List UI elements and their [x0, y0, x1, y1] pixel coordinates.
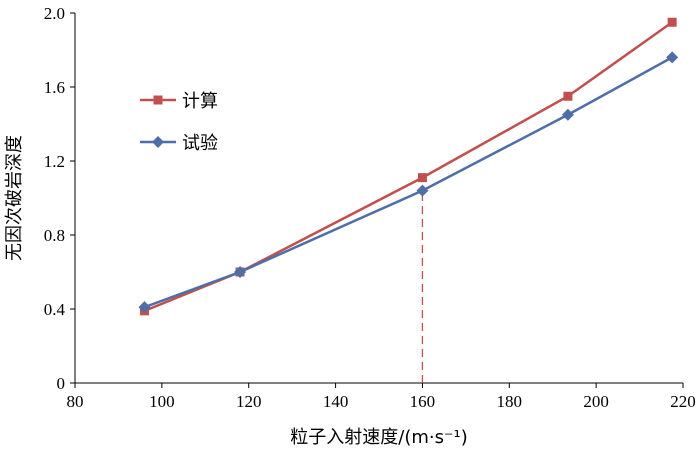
- x-tick-label: 80: [67, 392, 84, 411]
- series-line-0: [144, 21, 673, 313]
- y-tick-label: 1.6: [44, 78, 65, 97]
- data-point: [666, 51, 679, 64]
- x-tick-label: 180: [497, 392, 523, 411]
- legend-marker: [153, 95, 163, 105]
- x-tick-label: 120: [236, 392, 262, 411]
- y-tick-label: 2.0: [44, 4, 65, 23]
- legend-label: 计算: [182, 91, 218, 112]
- data-point: [563, 91, 573, 101]
- data-point: [138, 301, 151, 314]
- x-tick-label: 220: [670, 392, 696, 411]
- legend-marker: [152, 136, 164, 148]
- data-point: [561, 108, 574, 121]
- series-line-1: [144, 56, 673, 309]
- y-axis-label: 无因次破岩深度: [4, 135, 25, 261]
- x-tick-label: 160: [410, 392, 436, 411]
- x-tick-label: 140: [323, 392, 349, 411]
- y-tick-label: 0.8: [44, 226, 65, 245]
- data-point: [667, 17, 677, 27]
- legend-label: 试验: [182, 133, 218, 154]
- x-tick-label: 200: [583, 392, 609, 411]
- data-point: [234, 266, 247, 278]
- y-tick-label: 0.4: [44, 300, 66, 319]
- data-point: [416, 184, 429, 197]
- y-tick-label: 0: [57, 374, 66, 393]
- data-point: [417, 173, 427, 183]
- x-axis-label: 粒子入射速度/(m·s⁻¹): [290, 427, 467, 448]
- axes: [74, 13, 683, 384]
- x-tick-label: 100: [149, 392, 175, 411]
- y-tick-label: 1.2: [44, 152, 65, 171]
